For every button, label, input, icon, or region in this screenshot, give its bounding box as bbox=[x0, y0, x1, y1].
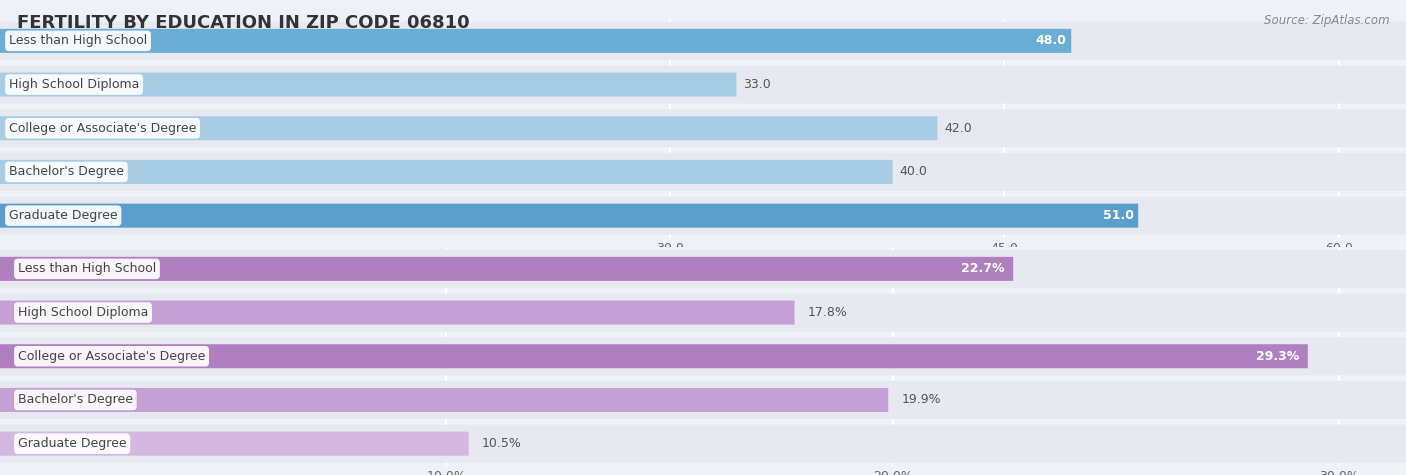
Text: College or Associate's Degree: College or Associate's Degree bbox=[8, 122, 197, 135]
Text: 19.9%: 19.9% bbox=[901, 393, 941, 407]
Text: Source: ZipAtlas.com: Source: ZipAtlas.com bbox=[1264, 14, 1389, 27]
FancyBboxPatch shape bbox=[0, 432, 468, 456]
Text: 51.0: 51.0 bbox=[1102, 209, 1133, 222]
Text: 17.8%: 17.8% bbox=[808, 306, 848, 319]
Text: Less than High School: Less than High School bbox=[18, 262, 156, 276]
FancyBboxPatch shape bbox=[0, 301, 794, 324]
FancyBboxPatch shape bbox=[0, 337, 1406, 375]
Text: 10.5%: 10.5% bbox=[482, 437, 522, 450]
Text: High School Diploma: High School Diploma bbox=[8, 78, 139, 91]
Text: 29.3%: 29.3% bbox=[1256, 350, 1299, 363]
FancyBboxPatch shape bbox=[0, 204, 1139, 228]
Text: 33.0: 33.0 bbox=[744, 78, 770, 91]
FancyBboxPatch shape bbox=[0, 381, 1406, 419]
FancyBboxPatch shape bbox=[0, 22, 1406, 60]
FancyBboxPatch shape bbox=[0, 109, 1406, 147]
FancyBboxPatch shape bbox=[0, 116, 938, 140]
FancyBboxPatch shape bbox=[0, 66, 1406, 104]
Text: College or Associate's Degree: College or Associate's Degree bbox=[18, 350, 205, 363]
Text: High School Diploma: High School Diploma bbox=[18, 306, 148, 319]
FancyBboxPatch shape bbox=[0, 344, 1308, 368]
FancyBboxPatch shape bbox=[0, 197, 1406, 235]
FancyBboxPatch shape bbox=[0, 73, 737, 96]
FancyBboxPatch shape bbox=[0, 153, 1406, 191]
FancyBboxPatch shape bbox=[0, 29, 1071, 53]
FancyBboxPatch shape bbox=[0, 160, 893, 184]
FancyBboxPatch shape bbox=[0, 388, 889, 412]
Text: Graduate Degree: Graduate Degree bbox=[8, 209, 118, 222]
Text: 42.0: 42.0 bbox=[943, 122, 972, 135]
FancyBboxPatch shape bbox=[0, 294, 1406, 332]
Text: FERTILITY BY EDUCATION IN ZIP CODE 06810: FERTILITY BY EDUCATION IN ZIP CODE 06810 bbox=[17, 14, 470, 32]
Text: Bachelor's Degree: Bachelor's Degree bbox=[8, 165, 124, 179]
Text: 40.0: 40.0 bbox=[900, 165, 928, 179]
FancyBboxPatch shape bbox=[0, 425, 1406, 463]
Text: Bachelor's Degree: Bachelor's Degree bbox=[18, 393, 132, 407]
FancyBboxPatch shape bbox=[0, 250, 1406, 288]
FancyBboxPatch shape bbox=[0, 257, 1014, 281]
Text: Less than High School: Less than High School bbox=[8, 34, 148, 48]
Text: 48.0: 48.0 bbox=[1036, 34, 1067, 48]
Text: Graduate Degree: Graduate Degree bbox=[18, 437, 127, 450]
Text: 22.7%: 22.7% bbox=[960, 262, 1004, 276]
